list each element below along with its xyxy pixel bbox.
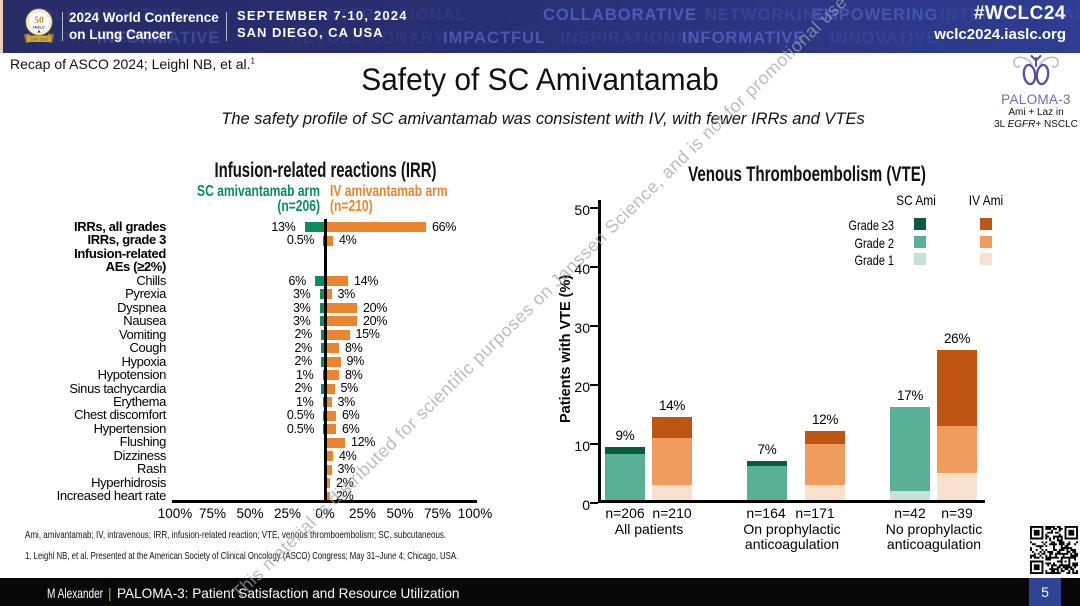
svg-text:50: 50 bbox=[34, 16, 44, 26]
svg-text:1974 - 2024: 1974 - 2024 bbox=[30, 37, 47, 41]
svg-text:IASLC: IASLC bbox=[33, 25, 45, 30]
